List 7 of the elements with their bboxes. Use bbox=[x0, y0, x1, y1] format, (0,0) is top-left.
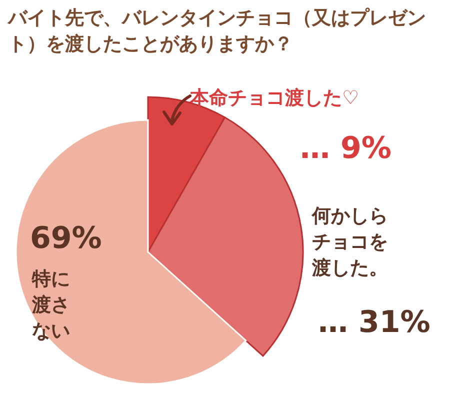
data-label: … 31% bbox=[318, 305, 430, 340]
data-label: … 9% bbox=[300, 131, 392, 166]
slice-label: 特に渡さない bbox=[31, 268, 70, 342]
data-label: 69% bbox=[30, 221, 102, 256]
slice-label: 何かしらチョコを渡した。 bbox=[311, 205, 388, 279]
chart-title: バイト先で、バレンタインチョコ（又はプレゼント）を渡したことがありますか？ bbox=[7, 7, 426, 55]
slice-label: 本命チョコ渡した♡ bbox=[189, 87, 360, 109]
